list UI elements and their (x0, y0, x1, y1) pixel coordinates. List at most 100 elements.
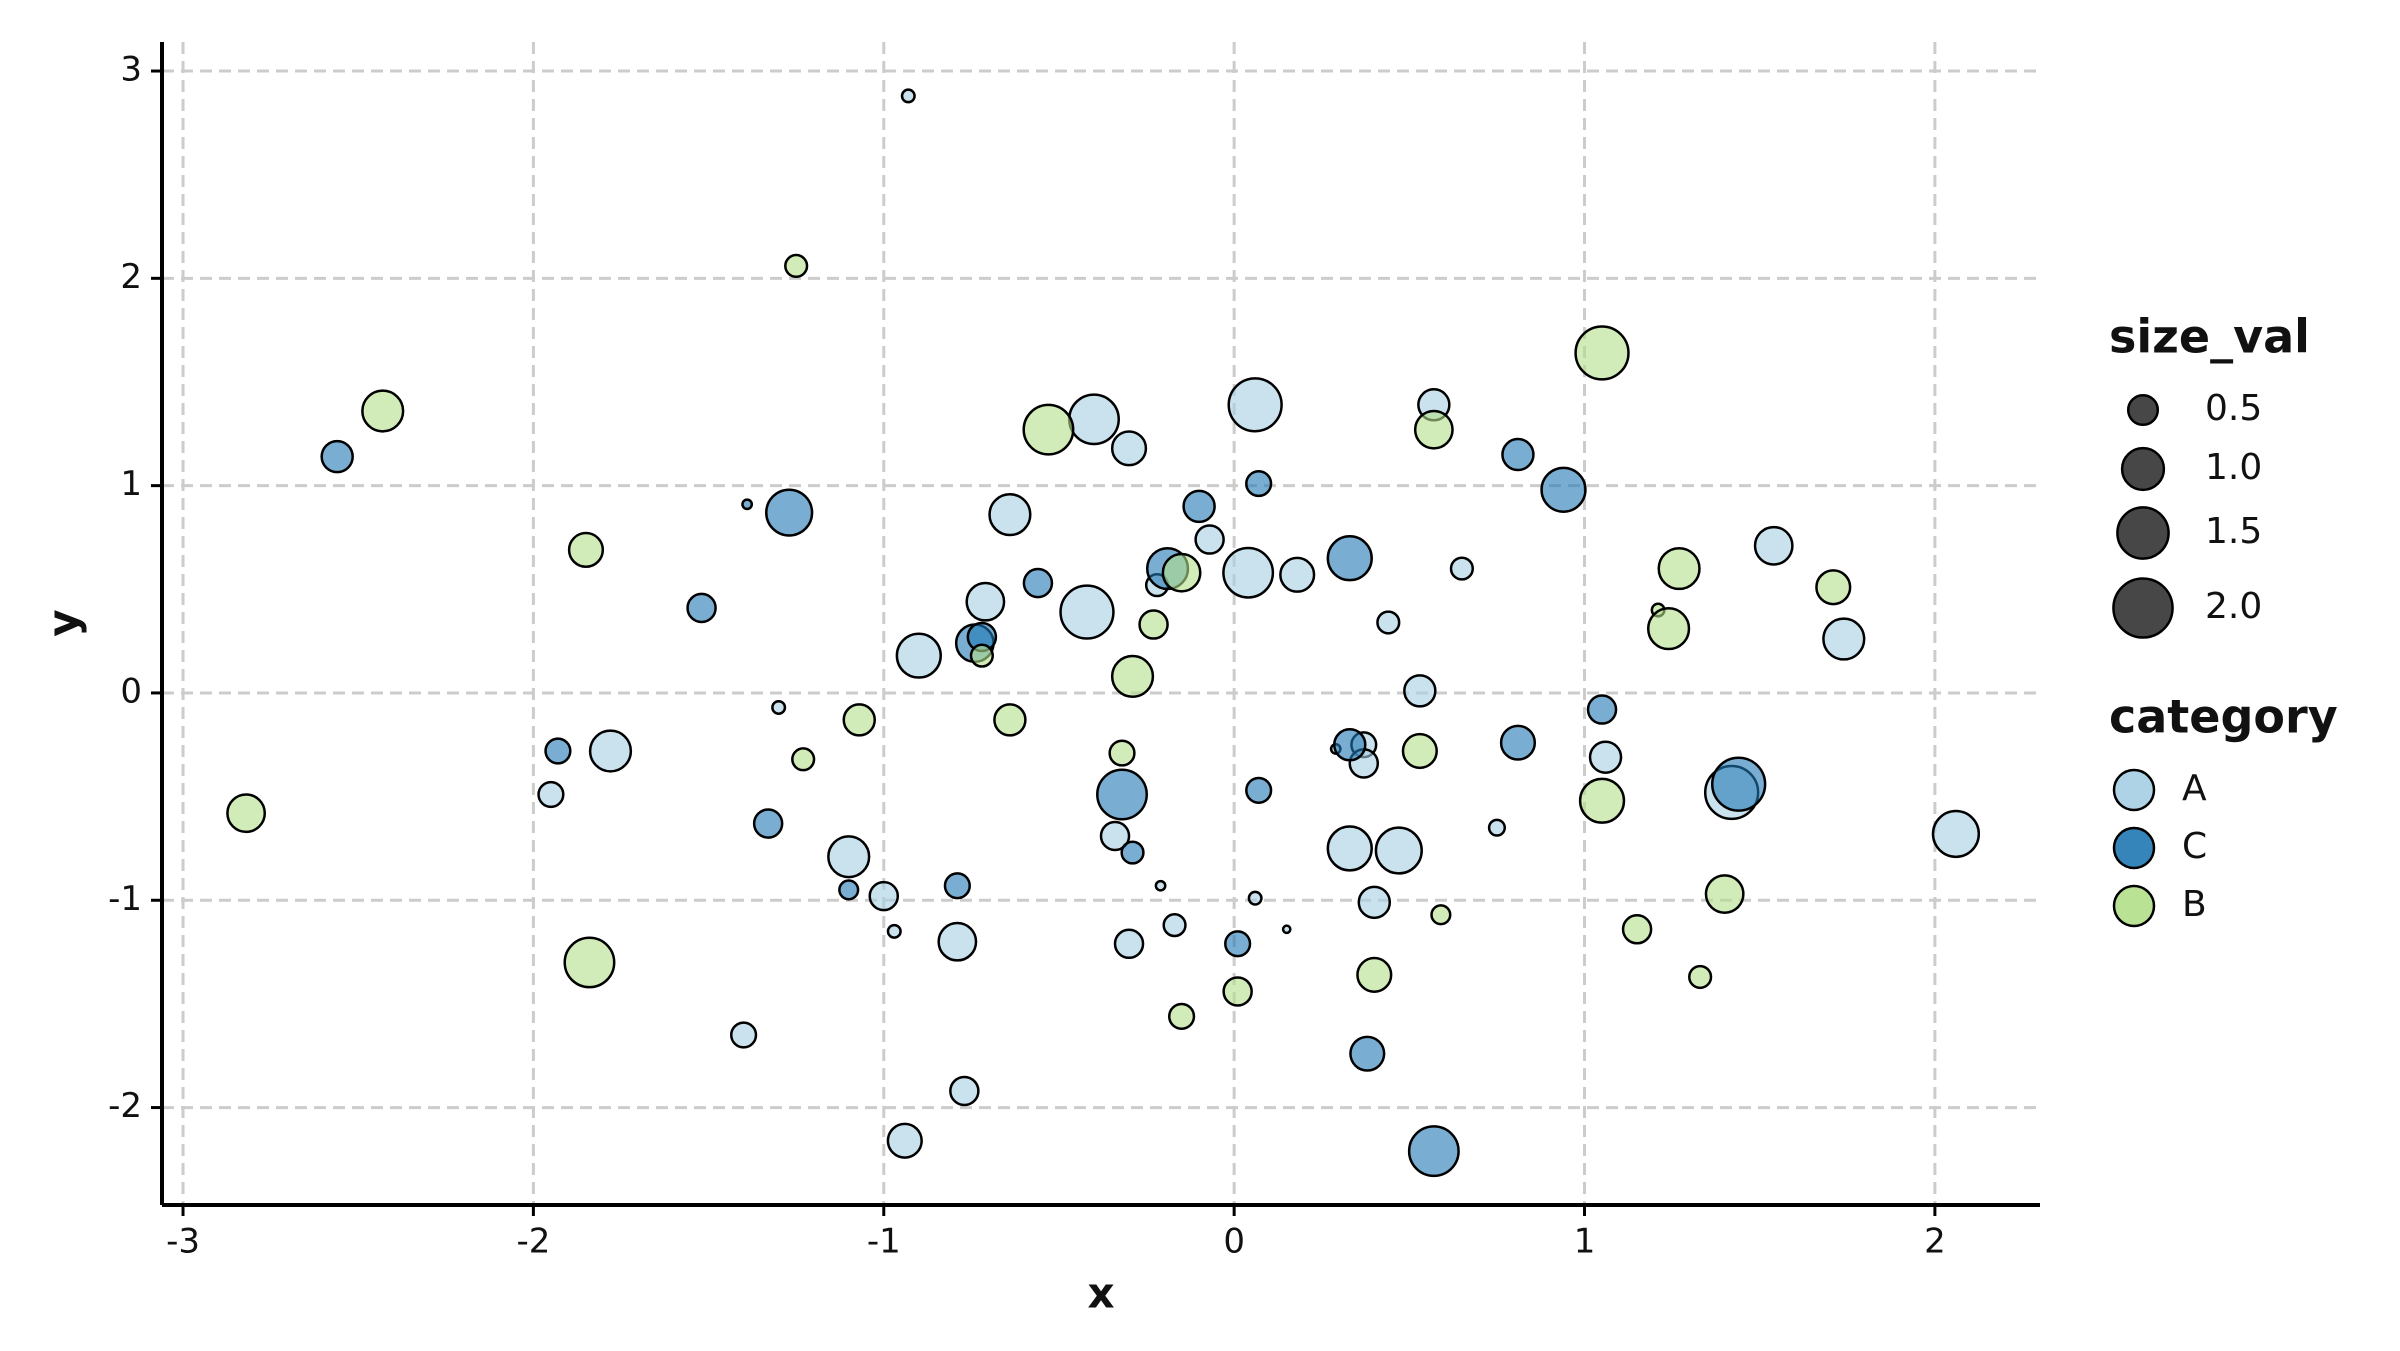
legend-label: C (2182, 826, 2207, 867)
bubble (993, 703, 1027, 737)
bubble (1646, 607, 1691, 651)
y-tick-label: 3 (120, 50, 142, 90)
bubble (1120, 840, 1145, 865)
bubble (1194, 524, 1225, 555)
bubble (320, 439, 354, 474)
bubble (1162, 913, 1187, 938)
bubble (900, 88, 916, 104)
bubble (886, 1122, 923, 1159)
bubble (686, 592, 717, 624)
bubble (1326, 825, 1373, 872)
bubble (1487, 818, 1506, 837)
bubble (563, 936, 616, 989)
bubble (1815, 569, 1852, 606)
bubble (1247, 890, 1263, 906)
bubble (1167, 1002, 1196, 1030)
bubble (1540, 466, 1587, 513)
bubble (1501, 437, 1535, 472)
y-tick-label: 2 (120, 257, 142, 297)
bubble (791, 747, 816, 772)
y-tick-label: -2 (108, 1086, 142, 1126)
bubble (886, 923, 902, 939)
bubble (730, 1021, 758, 1049)
bubble (1357, 885, 1392, 920)
bubble (1113, 928, 1145, 960)
bubble (1376, 610, 1401, 635)
bubble (1356, 956, 1393, 993)
bubble (895, 632, 942, 679)
bubble (1161, 552, 1202, 593)
bubble (965, 581, 1006, 622)
x-tick-label: 0 (1223, 1222, 1245, 1262)
bubble (937, 921, 978, 962)
bubble (1753, 525, 1794, 566)
bubble (1138, 609, 1169, 640)
bubble (1574, 325, 1630, 381)
bubble (1401, 732, 1438, 770)
bubble (1326, 535, 1373, 582)
bubble (838, 879, 860, 901)
bubble (1222, 546, 1275, 599)
bubble (1096, 768, 1149, 821)
bubble (1110, 430, 1148, 467)
bubble (765, 488, 814, 537)
bubble (1621, 914, 1653, 945)
legend-key (2112, 826, 2156, 870)
category-legend-title: category (2109, 690, 2338, 744)
bubble (544, 737, 572, 765)
bubble (1224, 930, 1252, 958)
bubble (1449, 556, 1474, 581)
bubble (827, 835, 871, 879)
x-tick-label: 2 (1924, 1222, 1946, 1262)
y-tick-label: 1 (120, 464, 142, 504)
bubble (361, 389, 405, 433)
size-legend-label: 2.0 (2205, 586, 2262, 627)
bubble (1931, 809, 1981, 859)
x-tick-label: -3 (166, 1222, 200, 1262)
bubble (1333, 728, 1367, 762)
size-legend-key (2116, 506, 2170, 560)
bubble (1154, 879, 1167, 892)
bubble (537, 780, 565, 809)
x-tick-label: 1 (1574, 1222, 1596, 1262)
bubble (1245, 776, 1273, 804)
y-axis-title: y (39, 609, 88, 636)
bubble (1578, 777, 1626, 824)
bubble (1281, 924, 1292, 935)
bubble (1349, 1035, 1386, 1072)
size-legend-label: 1.0 (2205, 447, 2262, 488)
bubble (943, 872, 971, 900)
bubble (1710, 756, 1767, 812)
legend-key (2112, 768, 2156, 812)
bubble (1499, 724, 1537, 761)
bubble (1279, 556, 1316, 593)
y-tick-label: 0 (120, 671, 142, 711)
bubble (1108, 739, 1136, 767)
size-legend-title: size_val (2109, 310, 2310, 364)
x-tick-label: -2 (516, 1222, 550, 1262)
bubble (1688, 964, 1713, 990)
bubble (1407, 1125, 1460, 1178)
bubble (1822, 617, 1866, 661)
bubble (1059, 584, 1115, 640)
bubble (1704, 874, 1745, 914)
bubble (1022, 567, 1054, 599)
x-axis-title: x (1087, 1269, 1114, 1318)
bubble (1657, 546, 1701, 591)
bubble (1374, 826, 1423, 875)
bubble (1222, 976, 1253, 1007)
bubble (1182, 489, 1216, 524)
size-legend-key (2126, 393, 2160, 427)
bubble (969, 643, 994, 668)
bubble (1068, 393, 1120, 446)
bubble (1586, 694, 1618, 725)
x-tick-label: -1 (867, 1222, 901, 1262)
bubble (1588, 740, 1623, 774)
size-legend-label: 0.5 (2205, 388, 2262, 429)
bubble (1403, 674, 1437, 708)
bubble (588, 729, 633, 773)
bubble (1413, 409, 1454, 450)
size-legend-key (2112, 577, 2174, 639)
